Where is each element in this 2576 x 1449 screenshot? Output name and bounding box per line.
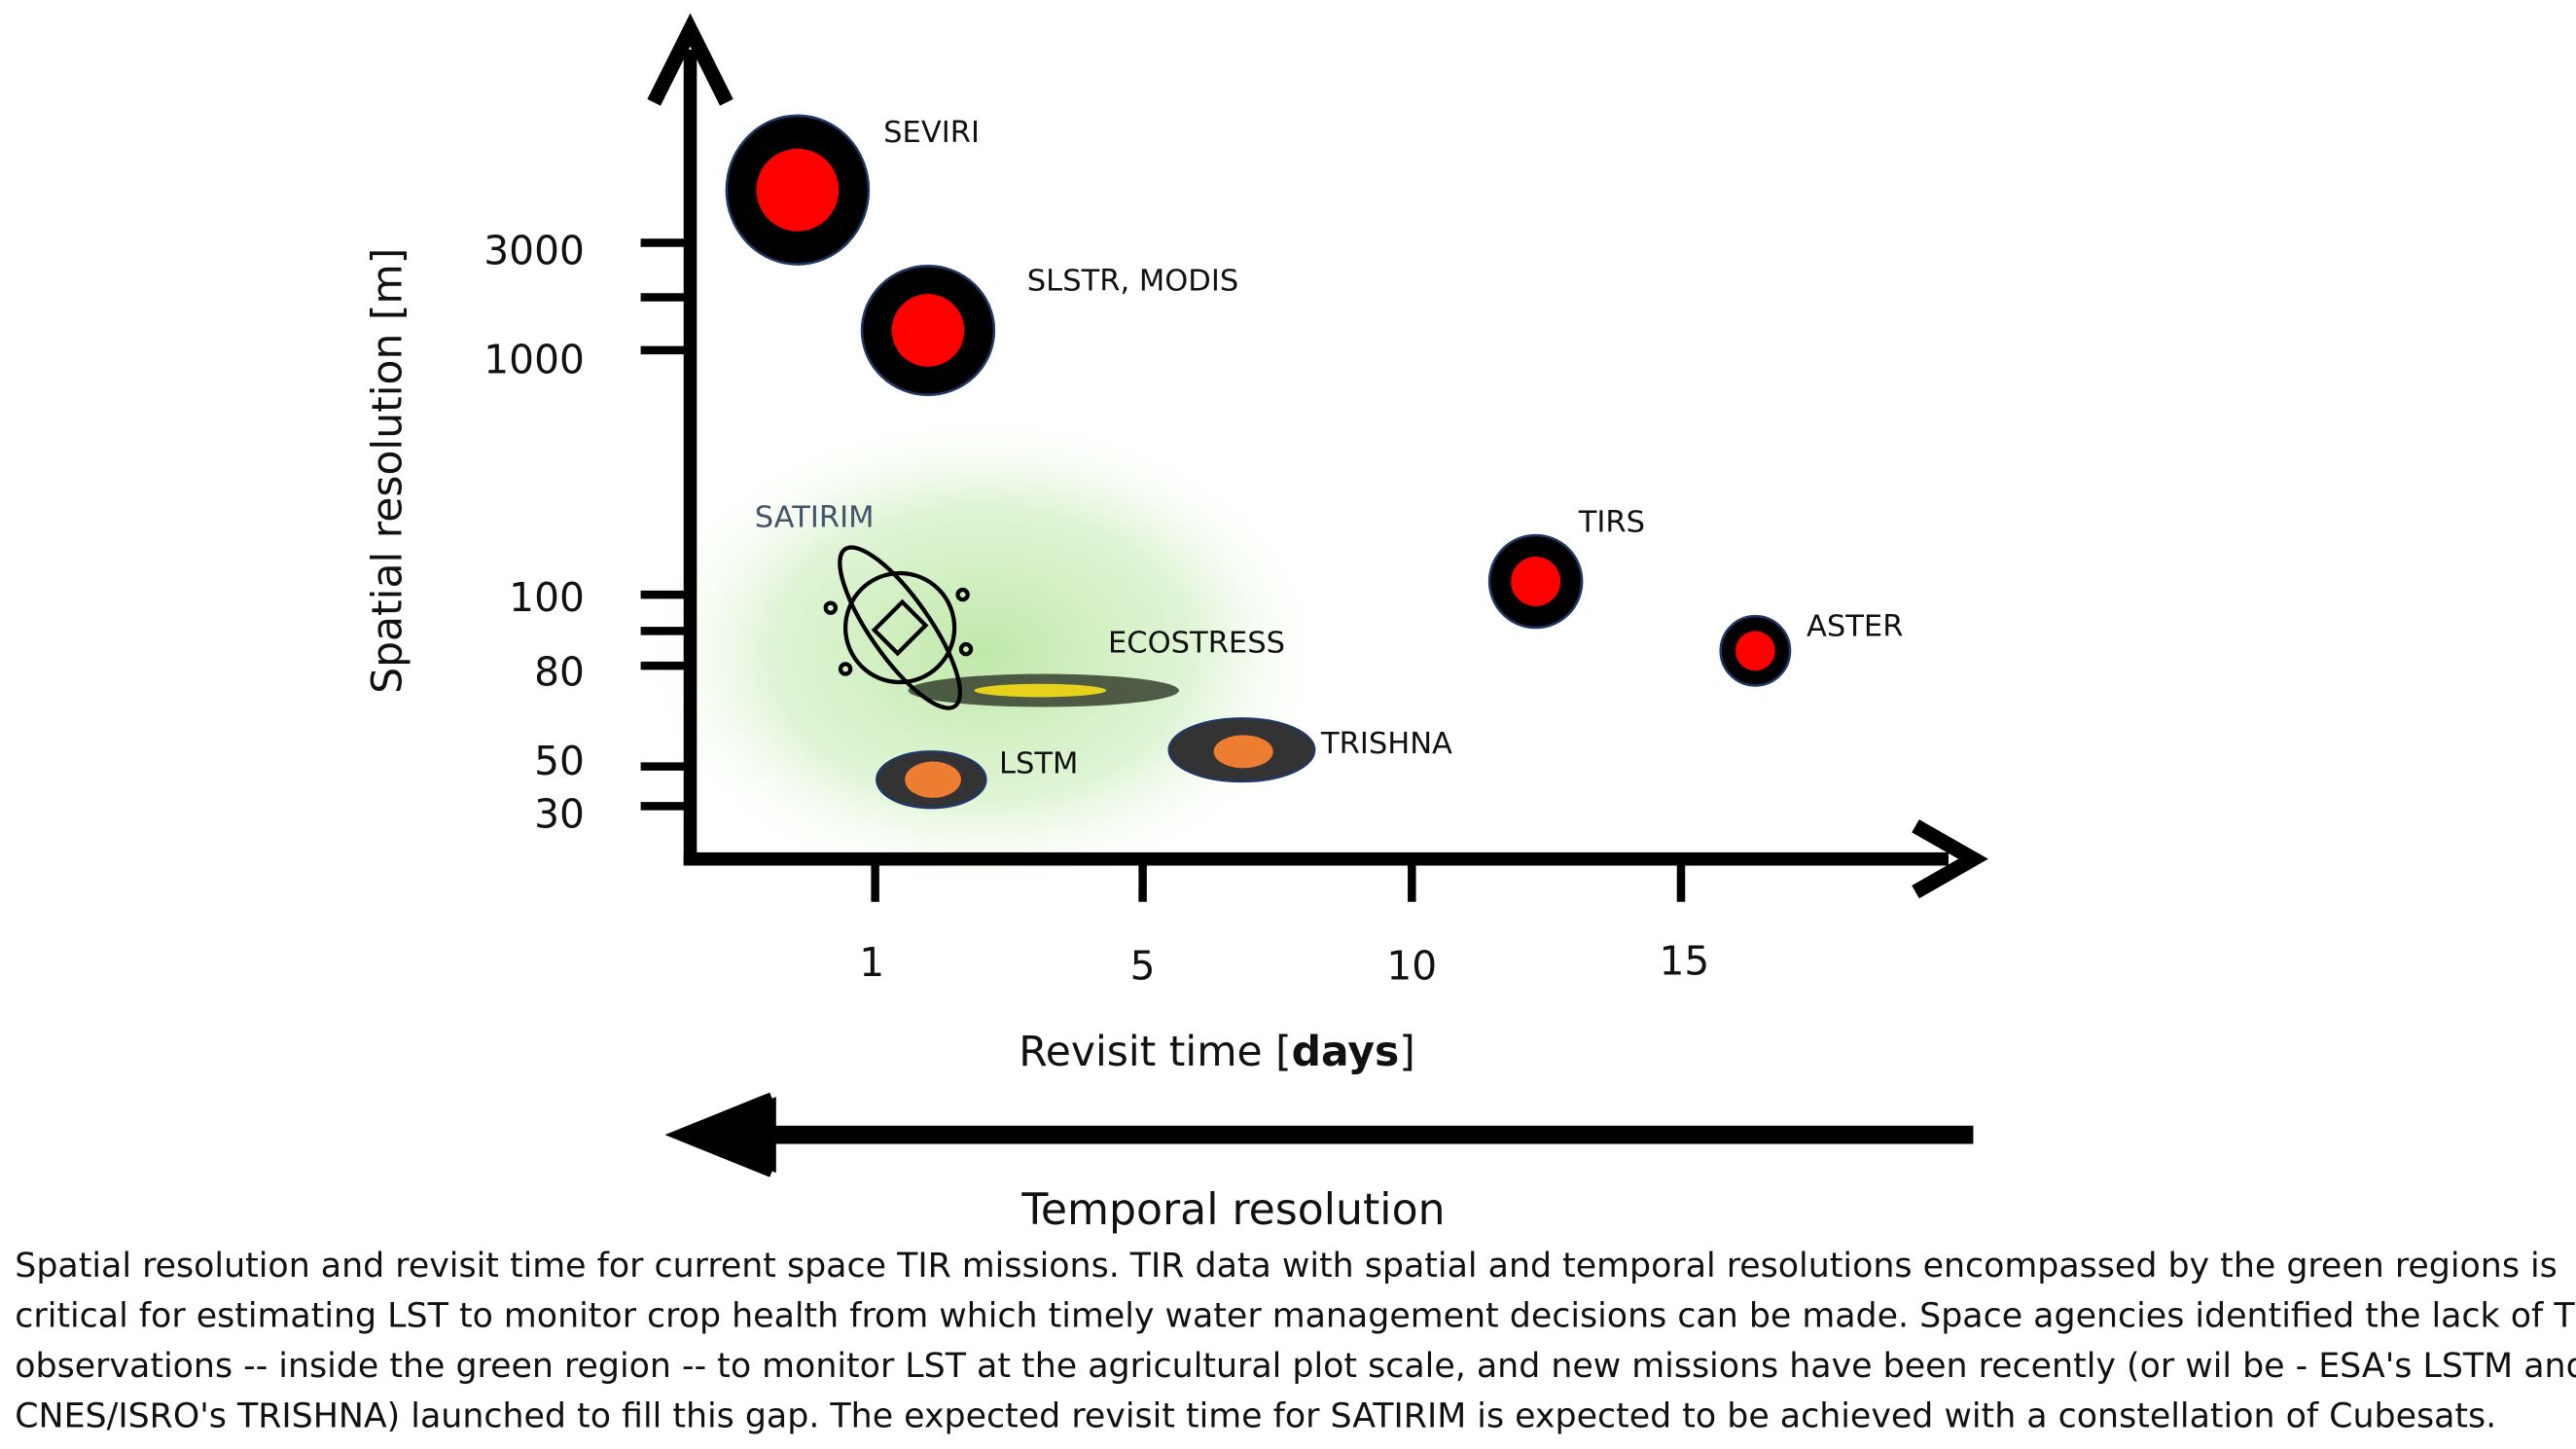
mission-label: ECOSTRESS xyxy=(1108,626,1285,660)
y-tick-label: 100 xyxy=(509,574,585,621)
caption-line: Spatial resolution and revisit time for … xyxy=(15,1247,2558,1286)
y-axis-label: Spatial resolution [m] xyxy=(364,248,411,694)
y-tick-label: 50 xyxy=(534,738,585,784)
caption-line: critical for estimating LST to monitor c… xyxy=(15,1297,2576,1336)
x-tick-label: 15 xyxy=(1659,937,1709,984)
satellite-icon xyxy=(823,545,974,710)
mission-label: TRISHNA xyxy=(1320,727,1452,761)
x-tick-label: 5 xyxy=(1130,943,1156,990)
y-tick-label: 30 xyxy=(534,790,585,837)
mission-label: ASTER xyxy=(1807,610,1903,644)
mission-markers xyxy=(725,114,1792,810)
mission-label: TIRS xyxy=(1578,506,1645,540)
x-tick-label: 10 xyxy=(1386,943,1437,990)
region-label: SATIRIM xyxy=(755,500,875,534)
caption-line: observations -- inside the green region … xyxy=(15,1347,2576,1386)
caption-line: CNES/ISRO's TRISHNA) launched to fill th… xyxy=(15,1396,2496,1435)
mission-label: SEVIRI xyxy=(883,116,980,150)
mission-label: LSTM xyxy=(999,746,1078,780)
arrow-head xyxy=(664,1092,776,1177)
axes xyxy=(647,13,1988,1144)
x-axis-label: Revisit time [days] xyxy=(1019,1029,1415,1076)
green-region xyxy=(627,404,1338,901)
ticks xyxy=(640,238,1686,902)
y-tick-label: 80 xyxy=(534,648,585,695)
arrow-label: Temporal resolution xyxy=(1020,1185,1445,1235)
y-tick-label: 1000 xyxy=(483,337,585,383)
x-tick-label: 1 xyxy=(859,939,884,986)
mission-label: SLSTR, MODIS xyxy=(1027,265,1238,299)
y-tick-label: 3000 xyxy=(483,228,585,274)
